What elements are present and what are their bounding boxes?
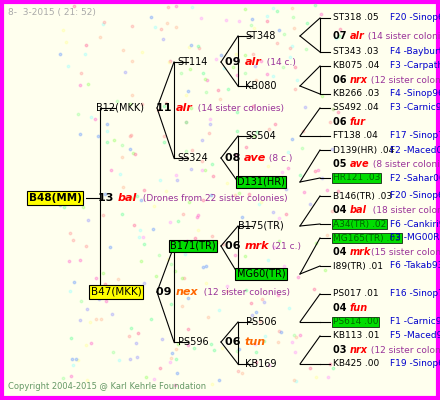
Text: FT138 .04: FT138 .04 (333, 132, 378, 140)
Text: F20 -Sinop62R: F20 -Sinop62R (390, 14, 440, 22)
Text: KB266 .03: KB266 .03 (333, 90, 379, 98)
Text: ST318 .05: ST318 .05 (333, 14, 379, 22)
Text: B175(TR): B175(TR) (238, 221, 284, 231)
Text: alr: alr (176, 103, 192, 113)
Text: (Drones from 22 sister colonies): (Drones from 22 sister colonies) (140, 194, 288, 202)
Text: 06: 06 (333, 75, 350, 85)
Text: KB113 .01: KB113 .01 (333, 332, 379, 340)
Text: fun: fun (350, 303, 368, 313)
Text: 13: 13 (98, 193, 117, 203)
Text: KB080: KB080 (245, 81, 277, 91)
Text: SS504: SS504 (246, 131, 276, 141)
Text: F19 -Sinop62R: F19 -Sinop62R (390, 360, 440, 368)
Text: 09: 09 (156, 287, 176, 297)
Text: F3 -Carnic99R: F3 -Carnic99R (390, 104, 440, 112)
Text: (18 sister colonies): (18 sister colonies) (367, 206, 440, 214)
Text: B146(TR) .03: B146(TR) .03 (333, 192, 392, 200)
Text: alr: alr (350, 31, 365, 41)
Text: 07: 07 (333, 31, 350, 41)
Text: nrx: nrx (350, 345, 368, 355)
Text: PS614 .00: PS614 .00 (333, 318, 378, 326)
Text: 04: 04 (333, 205, 350, 215)
Text: fur: fur (350, 117, 366, 127)
Text: (14 sister colonies): (14 sister colonies) (365, 32, 440, 40)
Text: ave: ave (244, 153, 267, 163)
Text: bal: bal (350, 205, 367, 215)
Text: F5 -Maced93R: F5 -Maced93R (390, 332, 440, 340)
Text: KB425 .00: KB425 .00 (333, 360, 379, 368)
Text: F3 -MG00R: F3 -MG00R (390, 234, 440, 242)
Text: nrx: nrx (350, 75, 368, 85)
Text: ST343 .03: ST343 .03 (333, 48, 378, 56)
Text: 06: 06 (333, 117, 350, 127)
Text: (12 sister colonies): (12 sister colonies) (368, 76, 440, 84)
Text: F2 -Sahar00Q: F2 -Sahar00Q (390, 174, 440, 182)
Text: HR121 .03: HR121 .03 (333, 174, 380, 182)
Text: 08: 08 (225, 153, 244, 163)
Text: 8-  3-2015 ( 21: 52): 8- 3-2015 ( 21: 52) (8, 8, 96, 17)
Text: 05: 05 (333, 159, 350, 169)
Text: PS506: PS506 (246, 317, 276, 327)
Text: F4 -Sinop96R: F4 -Sinop96R (390, 90, 440, 98)
Text: ST114: ST114 (178, 57, 208, 67)
Text: F6 -Takab93aR: F6 -Takab93aR (390, 262, 440, 270)
Text: B48(MM): B48(MM) (29, 193, 81, 203)
Text: (12 sister colonies): (12 sister colonies) (198, 288, 290, 296)
Text: Copyright 2004-2015 @ Karl Kehrle Foundation: Copyright 2004-2015 @ Karl Kehrle Founda… (8, 382, 206, 391)
Text: (8 c.): (8 c.) (267, 154, 293, 162)
Text: 03: 03 (333, 345, 350, 355)
Text: bal: bal (117, 193, 137, 203)
Text: I89(TR) .01: I89(TR) .01 (333, 262, 383, 270)
Text: D131(HR): D131(HR) (237, 177, 285, 187)
Text: mrk: mrk (350, 247, 371, 257)
Text: F6 -Cankiri97Q: F6 -Cankiri97Q (390, 220, 440, 228)
Text: MG165(TR) .03: MG165(TR) .03 (333, 234, 401, 242)
Text: F20 -Sinop62R: F20 -Sinop62R (390, 192, 440, 200)
Text: PS017 .01: PS017 .01 (333, 290, 379, 298)
Text: F16 -Sinop72R: F16 -Sinop72R (390, 290, 440, 298)
Text: KB169: KB169 (245, 359, 277, 369)
Text: (12 sister colonies): (12 sister colonies) (368, 346, 440, 354)
Text: ST348: ST348 (246, 31, 276, 41)
Text: F1 -Carnic99R: F1 -Carnic99R (390, 318, 440, 326)
Text: B47(MKK): B47(MKK) (91, 287, 141, 297)
Text: (15 sister colonies): (15 sister colonies) (371, 248, 440, 256)
Text: F2 -Maced02Q: F2 -Maced02Q (390, 146, 440, 154)
Text: 11: 11 (156, 103, 176, 113)
Text: 04: 04 (333, 303, 350, 313)
Text: nex: nex (176, 287, 198, 297)
Text: PS596: PS596 (178, 337, 208, 347)
Text: KB075 .04: KB075 .04 (333, 62, 379, 70)
Text: 09: 09 (225, 57, 244, 67)
Text: F3 -Carpath00R: F3 -Carpath00R (390, 62, 440, 70)
Text: (8 sister colonies): (8 sister colonies) (370, 160, 440, 168)
Text: (21 c.): (21 c.) (269, 242, 301, 250)
Text: 06: 06 (225, 241, 244, 251)
Text: MG60(TR): MG60(TR) (237, 269, 285, 279)
Text: SS492 .04: SS492 .04 (333, 104, 379, 112)
Text: alr: alr (244, 57, 261, 67)
Text: (14 sister colonies): (14 sister colonies) (192, 104, 284, 112)
Text: ave: ave (350, 159, 370, 169)
Text: 06: 06 (225, 337, 244, 347)
Text: A34(TR) .02: A34(TR) .02 (333, 220, 386, 228)
Text: tun: tun (244, 337, 265, 347)
Text: F4 -Bayburt98-3R: F4 -Bayburt98-3R (390, 48, 440, 56)
Text: F17 -Sinop72R: F17 -Sinop72R (390, 132, 440, 140)
Text: mrk: mrk (244, 241, 269, 251)
Text: SS324: SS324 (178, 153, 209, 163)
Text: D139(HR) .04: D139(HR) .04 (333, 146, 394, 154)
Text: B12(MKK): B12(MKK) (96, 103, 144, 113)
Text: B171(TR): B171(TR) (170, 241, 216, 251)
Text: 04: 04 (333, 247, 350, 257)
Text: (14 c.): (14 c.) (261, 58, 296, 66)
